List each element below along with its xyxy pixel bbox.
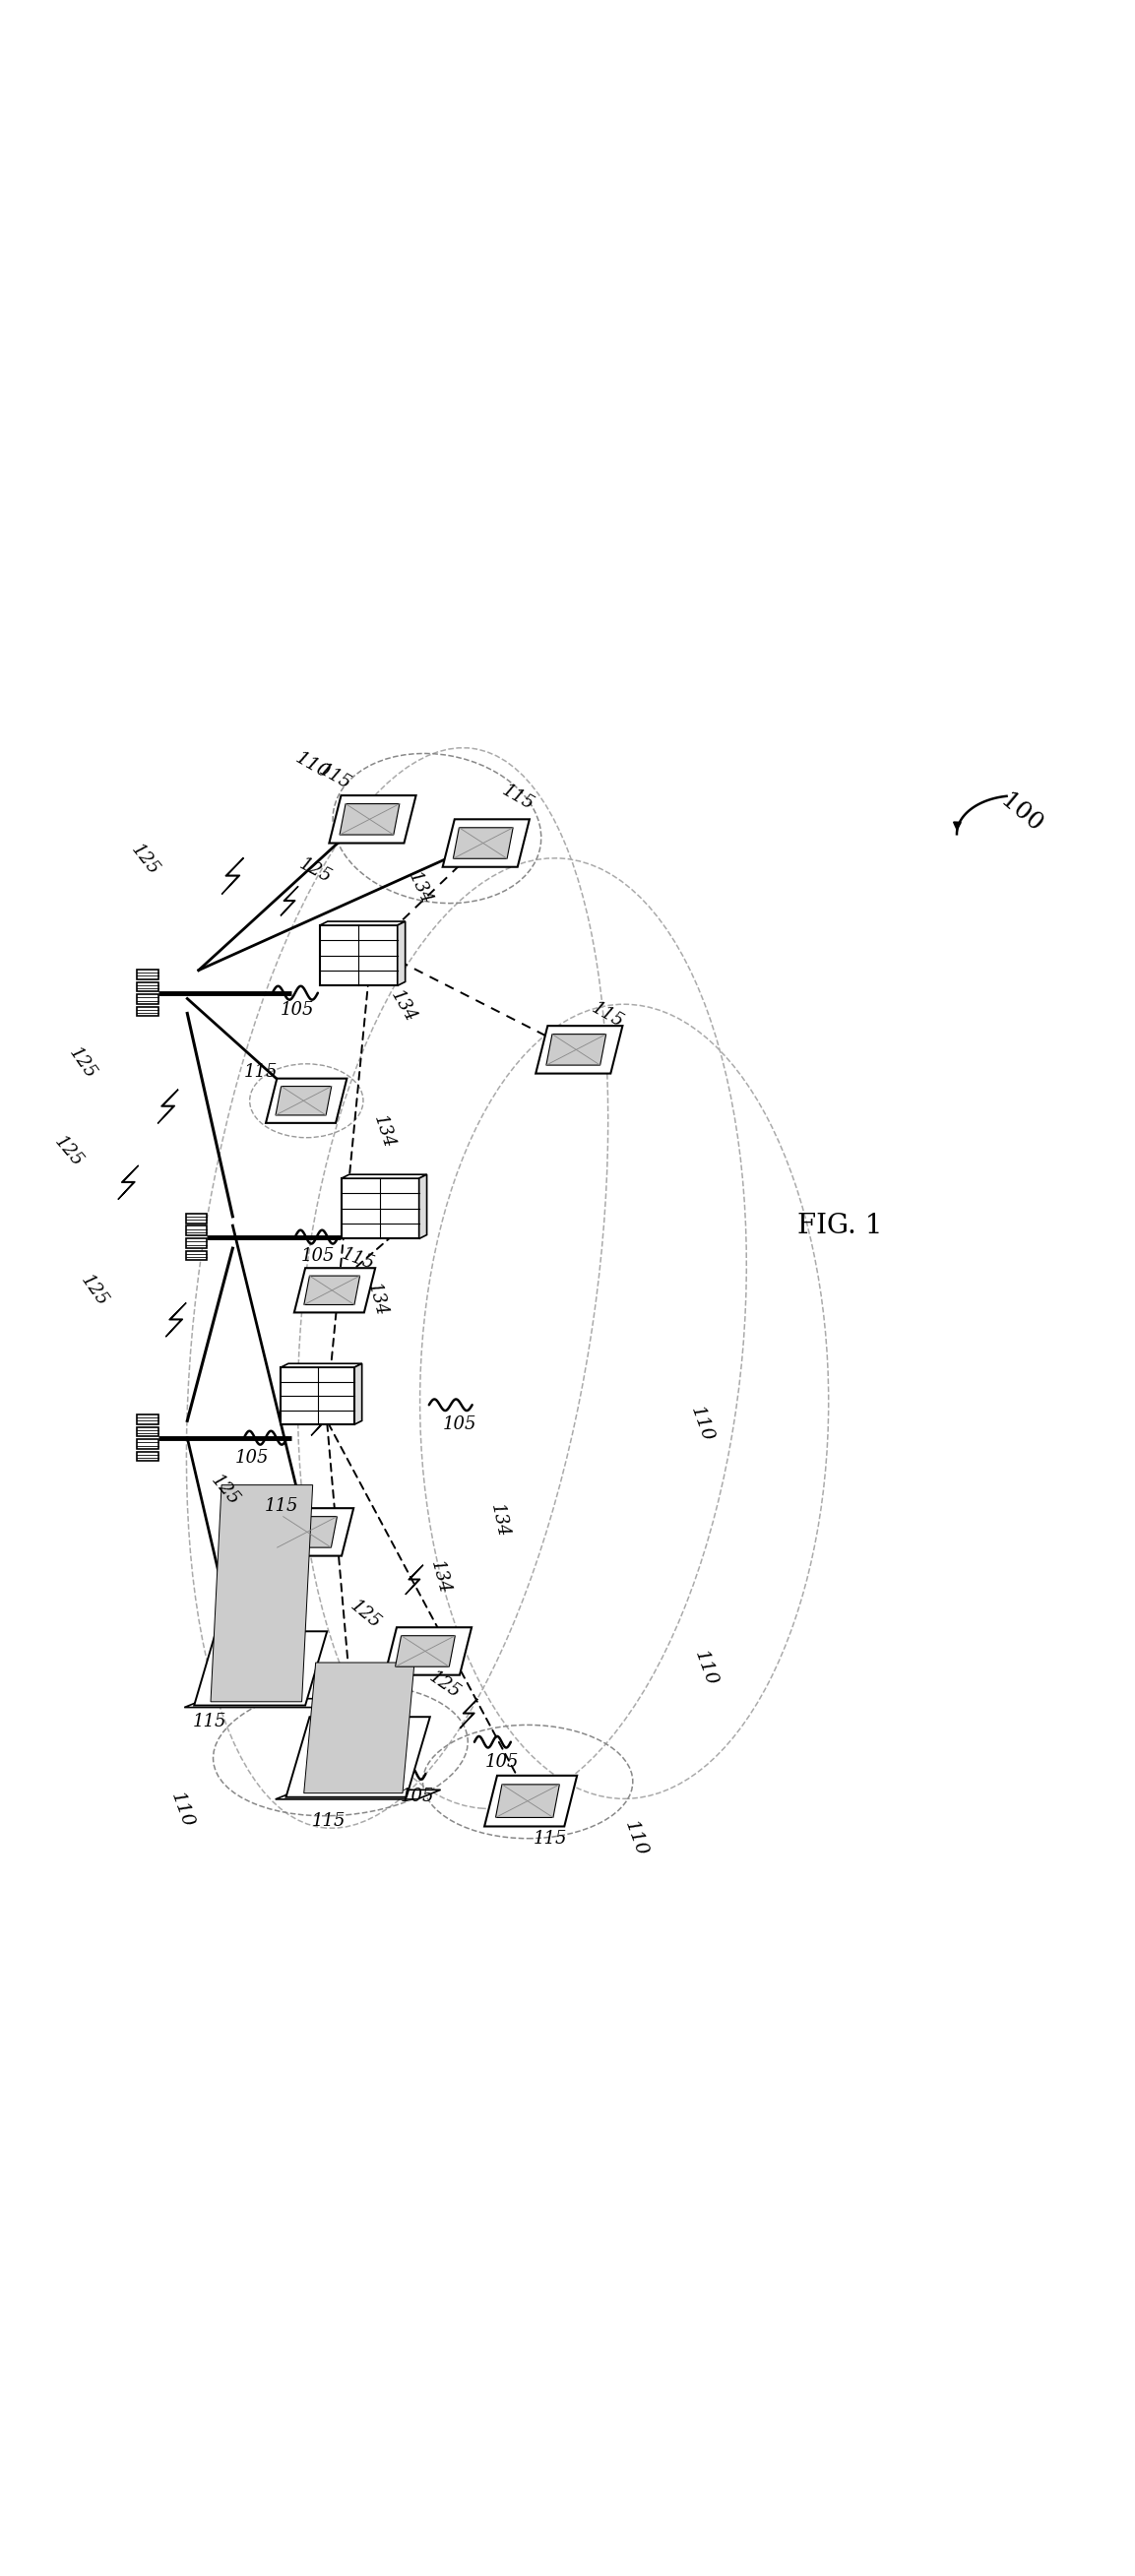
- Text: 115: 115: [316, 760, 354, 793]
- Polygon shape: [158, 1090, 178, 1123]
- Polygon shape: [397, 922, 405, 987]
- Text: FIG. 1: FIG. 1: [797, 1213, 883, 1239]
- Polygon shape: [405, 1566, 423, 1595]
- Polygon shape: [385, 1628, 472, 1674]
- Text: 115: 115: [533, 1829, 568, 1847]
- Polygon shape: [339, 804, 400, 835]
- Polygon shape: [266, 1079, 347, 1123]
- Polygon shape: [304, 1662, 414, 1793]
- Bar: [137, 1414, 158, 1425]
- Polygon shape: [194, 1631, 327, 1705]
- Polygon shape: [419, 1175, 427, 1239]
- Polygon shape: [166, 1303, 186, 1337]
- Bar: [342, 1177, 419, 1239]
- Polygon shape: [267, 1507, 354, 1556]
- Polygon shape: [485, 1775, 577, 1826]
- Text: 115: 115: [264, 1497, 299, 1515]
- Bar: [186, 1226, 207, 1236]
- Polygon shape: [276, 1087, 331, 1115]
- Bar: [137, 1453, 158, 1461]
- Polygon shape: [536, 1025, 622, 1074]
- Text: 134: 134: [387, 987, 419, 1025]
- Bar: [137, 1440, 158, 1448]
- Bar: [137, 1427, 158, 1437]
- Text: 115: 115: [498, 781, 537, 814]
- Text: 125: 125: [66, 1043, 100, 1082]
- Polygon shape: [294, 1267, 376, 1314]
- Text: 105: 105: [301, 1247, 335, 1265]
- Polygon shape: [277, 1517, 337, 1548]
- Text: 110: 110: [292, 750, 333, 783]
- Bar: [137, 969, 158, 979]
- Polygon shape: [453, 827, 513, 858]
- Polygon shape: [286, 1716, 430, 1798]
- Text: 115: 115: [588, 999, 627, 1033]
- Text: 105: 105: [235, 1450, 269, 1468]
- Polygon shape: [118, 1164, 138, 1200]
- Text: 134: 134: [364, 1280, 389, 1319]
- Bar: [281, 1368, 354, 1425]
- Text: 125: 125: [426, 1669, 464, 1703]
- Polygon shape: [443, 819, 529, 868]
- Polygon shape: [184, 1698, 337, 1708]
- Text: 105: 105: [280, 1002, 314, 1018]
- Text: 125: 125: [77, 1273, 111, 1309]
- Text: 134: 134: [405, 868, 435, 907]
- Text: 110: 110: [167, 1790, 196, 1832]
- Bar: [186, 1239, 207, 1247]
- Text: 134: 134: [428, 1558, 453, 1597]
- Bar: [137, 994, 158, 1005]
- Bar: [137, 1007, 158, 1018]
- Text: 125: 125: [128, 842, 162, 878]
- Text: 115: 115: [312, 1814, 346, 1832]
- Polygon shape: [395, 1636, 455, 1667]
- Text: 100: 100: [997, 791, 1046, 837]
- Text: 125: 125: [50, 1133, 86, 1170]
- Text: 115: 115: [193, 1713, 227, 1731]
- Text: 110: 110: [621, 1819, 650, 1860]
- Text: 134: 134: [487, 1502, 512, 1538]
- Text: 105: 105: [443, 1414, 477, 1432]
- Polygon shape: [320, 922, 405, 925]
- Text: 110: 110: [691, 1649, 721, 1687]
- Polygon shape: [496, 1785, 560, 1819]
- Polygon shape: [221, 858, 244, 894]
- Text: 134: 134: [370, 1113, 397, 1151]
- Bar: [186, 1252, 207, 1260]
- Polygon shape: [546, 1033, 606, 1064]
- Text: 115: 115: [338, 1244, 377, 1273]
- Text: 105: 105: [485, 1754, 519, 1772]
- Text: 125: 125: [296, 855, 335, 886]
- Bar: [186, 1213, 207, 1224]
- Polygon shape: [211, 1484, 313, 1703]
- Text: 125: 125: [347, 1597, 384, 1633]
- Polygon shape: [276, 1790, 440, 1798]
- Bar: [320, 925, 397, 987]
- Polygon shape: [460, 1698, 478, 1728]
- Polygon shape: [329, 796, 415, 842]
- Polygon shape: [311, 1406, 329, 1435]
- Text: 105: 105: [401, 1788, 435, 1806]
- Polygon shape: [280, 886, 299, 914]
- Polygon shape: [281, 1363, 362, 1368]
- Polygon shape: [304, 1275, 360, 1303]
- Bar: [137, 981, 158, 992]
- Polygon shape: [354, 1363, 362, 1425]
- Text: 110: 110: [687, 1404, 716, 1445]
- Polygon shape: [342, 1175, 427, 1177]
- Text: 115: 115: [244, 1064, 278, 1082]
- Text: 125: 125: [207, 1471, 243, 1510]
